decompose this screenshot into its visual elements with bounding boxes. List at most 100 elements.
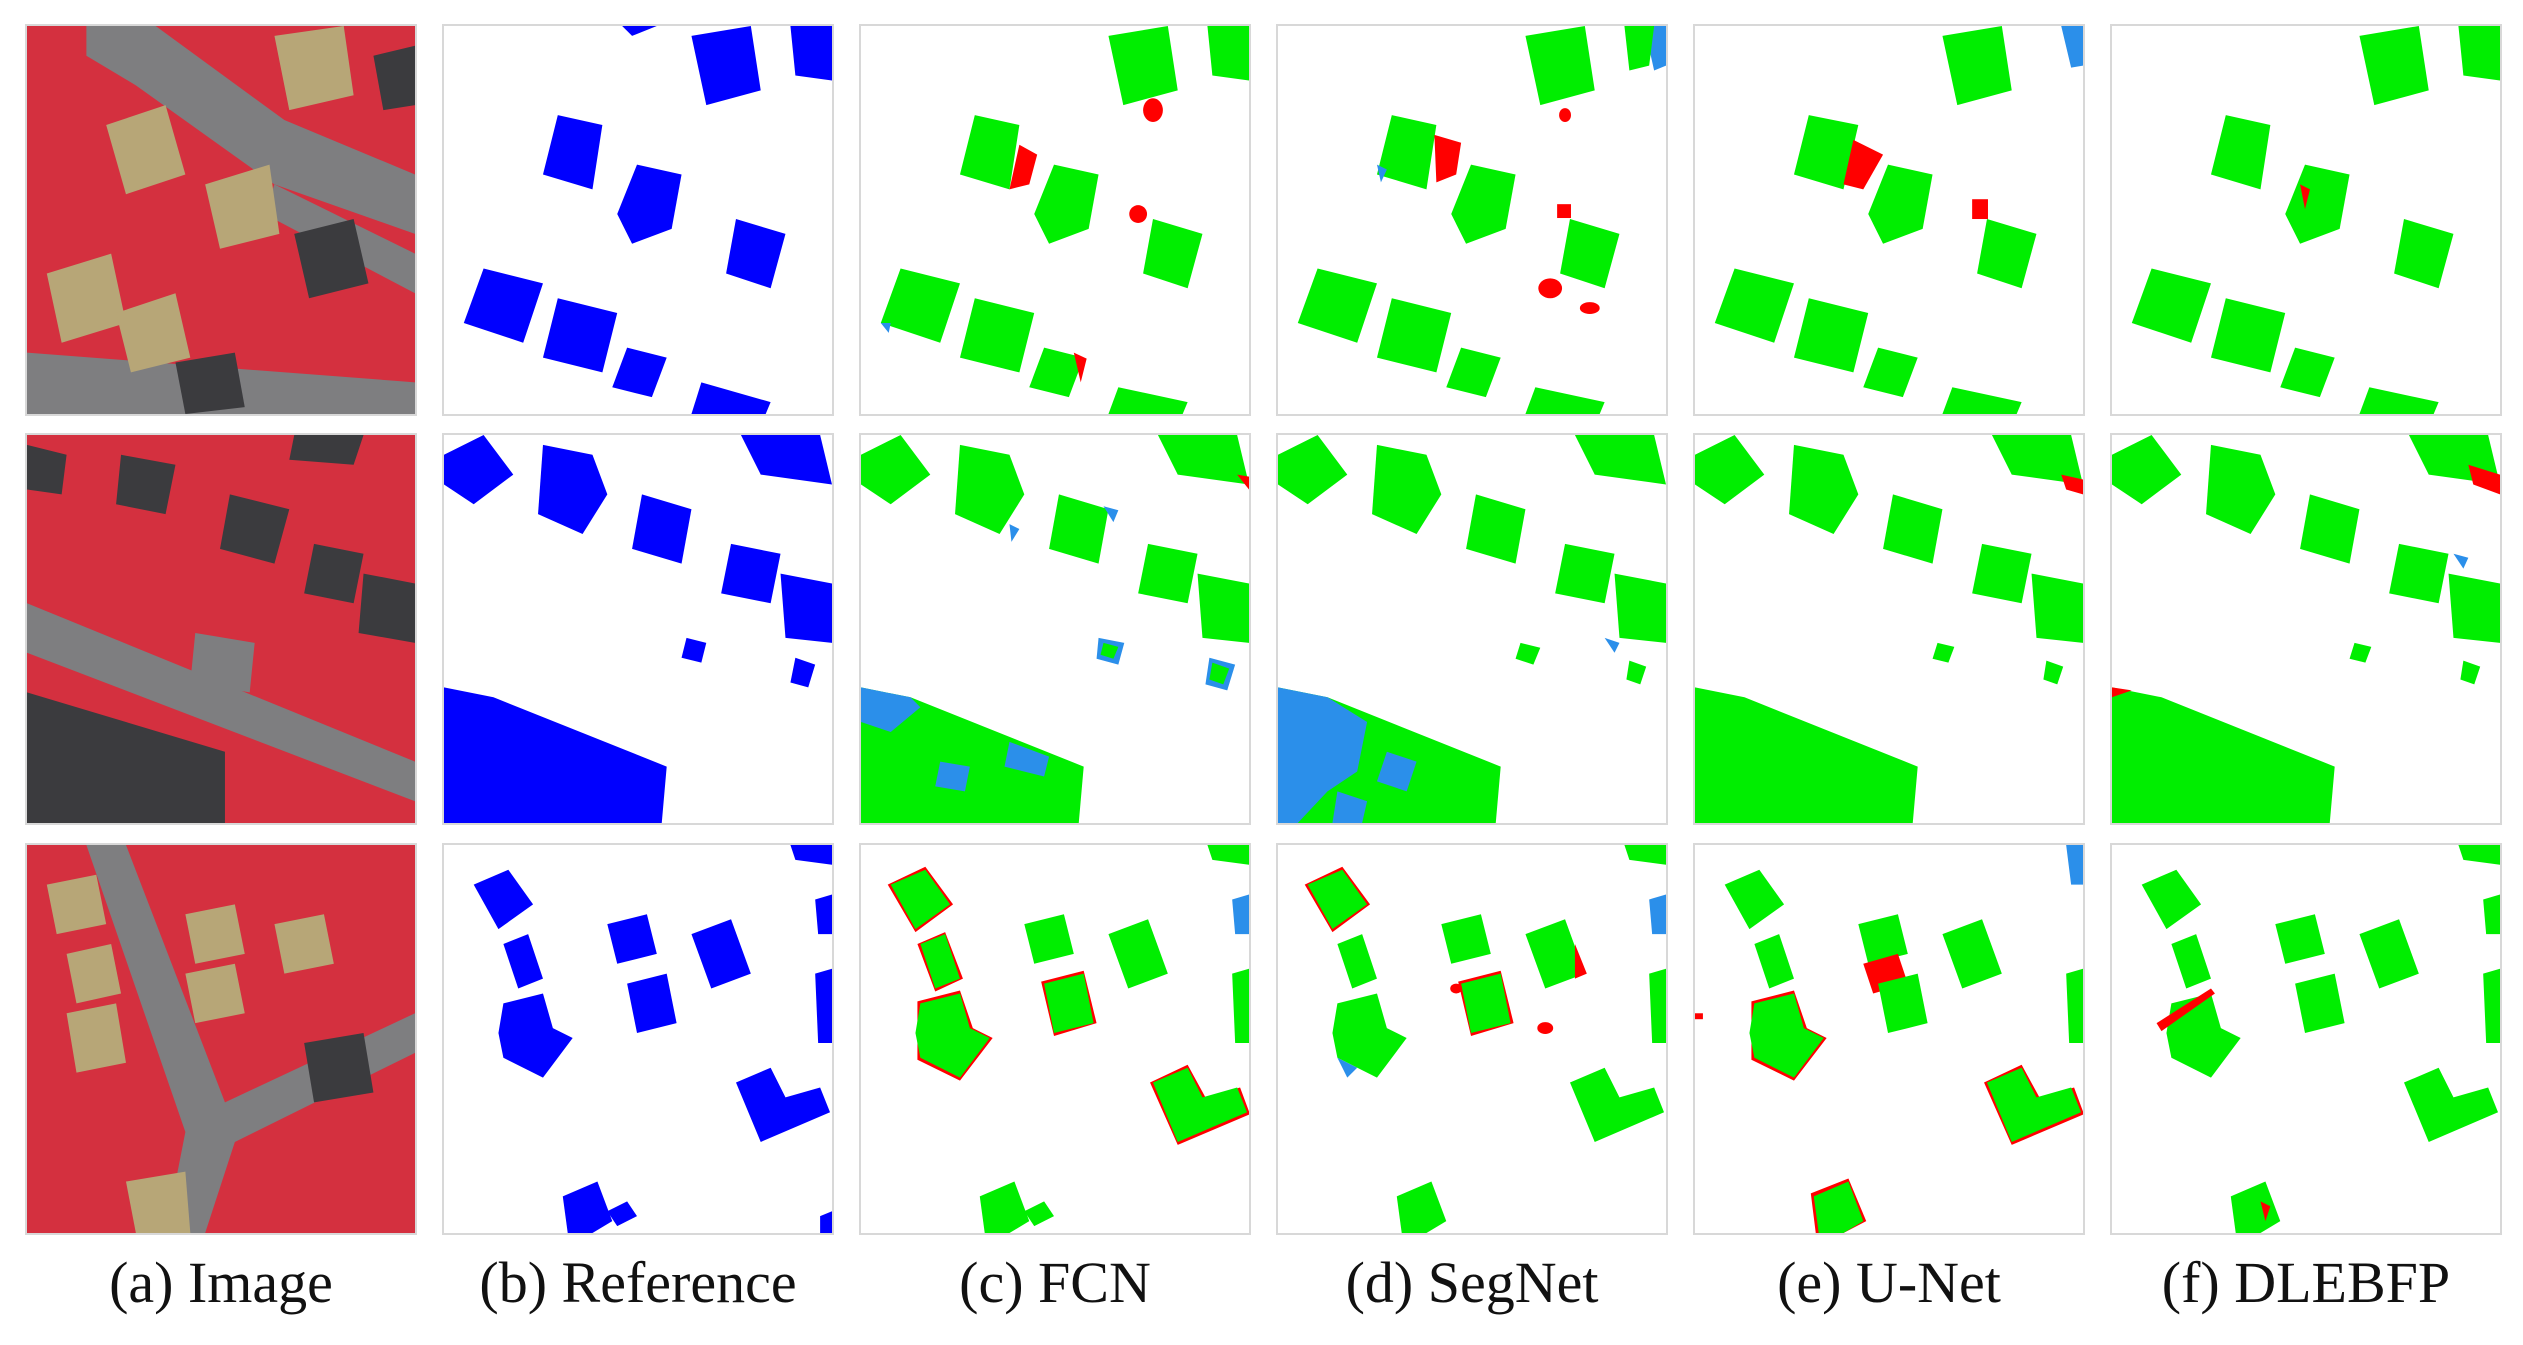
- reference-building: [503, 934, 543, 989]
- true-positive-region: [2448, 573, 2500, 643]
- reference-mask-row3: [473, 845, 832, 1233]
- false-negative-region: [1278, 687, 1368, 823]
- reference-building: [607, 1201, 638, 1227]
- true-positive-region: [1515, 642, 1541, 665]
- ground-area: [190, 632, 255, 693]
- reference-building: [691, 26, 761, 106]
- true-positive-region: [1972, 543, 2032, 604]
- road-area: [86, 26, 415, 234]
- true-positive-region: [1560, 219, 1620, 289]
- reference-building: [542, 115, 603, 190]
- dark-roof: [220, 494, 290, 564]
- panel-reference-row2: [442, 433, 834, 825]
- true-positive-region: [861, 435, 931, 505]
- dark-roof: [358, 573, 415, 643]
- true-positive-region: [1232, 968, 1249, 1043]
- false-negative-region: [861, 687, 921, 732]
- caption-unet: (e) U-Net: [1777, 1250, 2001, 1315]
- true-positive-region: [2131, 268, 2211, 343]
- false-positive-region: [1557, 204, 1571, 219]
- true-positive-region: [2359, 919, 2419, 989]
- true-positive-region: [1525, 26, 1595, 106]
- true-positive-region: [1942, 387, 2022, 414]
- segnet-result-row2: [1278, 435, 1666, 823]
- panel-image-row1: [25, 24, 417, 416]
- fcn-result-row2: [861, 435, 1249, 823]
- false-negative-region: [1376, 164, 1387, 183]
- false-positive-region: [1574, 943, 1587, 979]
- true-positive-region: [2141, 869, 2202, 930]
- true-positive-region: [1695, 435, 1765, 505]
- roof: [66, 1003, 126, 1073]
- panel-segnet-row2: [1276, 433, 1668, 825]
- false-positive-region: [1843, 139, 1884, 190]
- reference-building: [444, 435, 514, 505]
- reference-building: [721, 543, 781, 604]
- caption-reference: (b) Reference: [479, 1250, 797, 1315]
- dark-roof: [175, 352, 245, 414]
- true-positive-region: [1278, 435, 1348, 505]
- reference-building: [622, 26, 657, 36]
- true-positive-region: [1307, 869, 1368, 930]
- reference-building: [815, 968, 832, 1043]
- reference-building: [820, 1211, 832, 1233]
- reference-building: [790, 657, 816, 688]
- dark-roof: [304, 543, 364, 604]
- reference-mask-row1: [463, 26, 832, 414]
- false-positive-region: [1450, 983, 1463, 994]
- roof: [185, 963, 245, 1024]
- false-negative-region: [1009, 524, 1020, 542]
- caption-fcn: (c) FCN: [959, 1250, 1151, 1315]
- false-positive-region: [1537, 1022, 1554, 1035]
- true-positive-region: [1883, 494, 1943, 564]
- true-positive-region: [1942, 919, 2002, 989]
- false-positive-region: [2112, 687, 2132, 698]
- true-positive-region: [1108, 387, 1188, 414]
- true-positive-region: [2394, 219, 2454, 289]
- roof: [125, 1171, 191, 1233]
- reference-building: [498, 993, 573, 1078]
- caption-image: (a) Image: [109, 1250, 333, 1315]
- true-positive-region: [1555, 543, 1615, 604]
- reference-building: [790, 26, 832, 81]
- true-positive-region: [1878, 973, 1928, 1034]
- panel-reference-row1: [442, 24, 834, 416]
- true-positive-region: [1207, 26, 1249, 81]
- true-positive-region: [1813, 1181, 1864, 1233]
- roof: [274, 26, 354, 111]
- true-positive-region: [2285, 164, 2350, 244]
- reference-building: [726, 219, 786, 289]
- false-negative-region: [2066, 845, 2083, 885]
- aerial-image-row1: [27, 26, 415, 414]
- panel-fcn-row3: [859, 843, 1251, 1235]
- reference-building: [735, 1067, 831, 1142]
- false-negative-region: [1004, 741, 1050, 777]
- true-positive-region: [2112, 687, 2335, 823]
- unet-result-row3: [1695, 845, 2083, 1233]
- true-positive-region: [880, 268, 960, 343]
- true-positive-region: [2031, 573, 2083, 643]
- true-positive-region: [1789, 444, 1859, 534]
- aerial-image-row2: [27, 435, 415, 823]
- panel-unet-row1: [1693, 24, 2085, 416]
- dark-roof: [304, 1033, 374, 1103]
- true-positive-region: [2112, 435, 2182, 505]
- reference-building: [780, 573, 832, 643]
- panel-fcn-row1: [859, 24, 1251, 416]
- false-negative-region: [1337, 1057, 1358, 1078]
- roof: [46, 253, 126, 343]
- true-positive-region: [1525, 919, 1585, 989]
- true-positive-region: [1049, 494, 1109, 564]
- true-positive-region: [1034, 164, 1099, 244]
- true-positive-region: [1569, 1067, 1665, 1142]
- false-positive-region: [1434, 134, 1462, 183]
- true-positive-region: [1207, 845, 1249, 865]
- true-positive-region: [1029, 347, 1084, 398]
- true-positive-region: [2043, 660, 2064, 685]
- true-positive-region: [1863, 347, 1918, 398]
- true-positive-region: [959, 298, 1035, 373]
- fcn-result-row1: [880, 26, 1249, 414]
- true-positive-region: [1525, 387, 1605, 414]
- true-positive-region: [1932, 642, 1955, 663]
- false-positive-region: [2300, 184, 2310, 210]
